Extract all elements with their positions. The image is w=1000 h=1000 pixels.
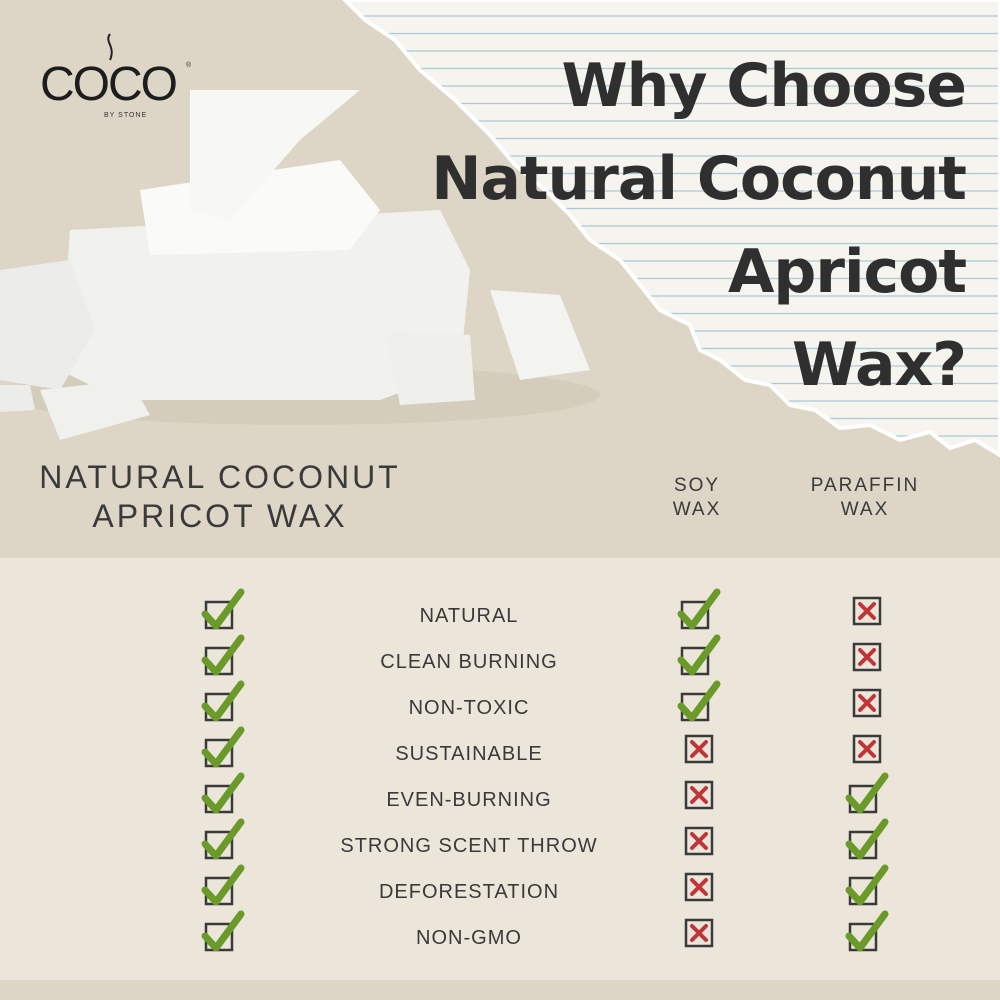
row-label: NATURAL [419, 605, 519, 627]
check-icon-coconut [197, 632, 247, 682]
title-line: Natural Coconut [431, 144, 967, 214]
title-line: Wax? [791, 330, 967, 400]
cross-icon-soy [673, 770, 723, 820]
coconut-wax-image [0, 90, 600, 440]
table-row: CLEAN BURNING [0, 634, 1000, 686]
table-row: EVEN-BURNING [0, 772, 1000, 824]
header-line: APRICOT WAX [92, 498, 348, 534]
comparison-table: NATURAL CLEAN BURNING NON-TOXIC SUSTAINABLE… [0, 558, 1000, 980]
smoke-icon [107, 33, 113, 61]
check-icon-coconut [197, 816, 247, 866]
check-icon-coconut [197, 908, 247, 958]
registered-mark: ® [186, 62, 192, 69]
footer-strip [0, 980, 1000, 1000]
lined-paper-background [342, 0, 1000, 458]
check-icon-paraffin [841, 862, 891, 912]
cross-icon-paraffin [841, 678, 891, 728]
column-header-soy: SOY WAX [627, 474, 767, 522]
check-icon-coconut [197, 770, 247, 820]
check-icon-coconut [197, 586, 247, 636]
header-line: PARAFFIN [810, 475, 920, 496]
header-line: NATURAL COCONUT [39, 459, 401, 495]
coco-logo: COCO ® BY STONE [40, 32, 200, 122]
cross-icon-soy [673, 816, 723, 866]
column-header-paraffin: PARAFFIN WAX [795, 474, 935, 522]
logo-subtitle: BY STONE [104, 112, 148, 119]
header-line: WAX [672, 499, 722, 520]
check-icon-soy [673, 586, 723, 636]
header-line: WAX [840, 499, 890, 520]
table-row: DEFORESTATION [0, 864, 1000, 916]
cross-icon-paraffin [841, 632, 891, 682]
title-line: Apricot [727, 237, 967, 307]
cross-icon-soy [673, 908, 723, 958]
check-icon-paraffin [841, 816, 891, 866]
check-icon-coconut [197, 678, 247, 728]
row-label: CLEAN BURNING [380, 651, 558, 673]
page-title: Why Choose Natural Coconut Apricot Wax? [431, 40, 967, 412]
cross-icon-soy [673, 862, 723, 912]
logo-text: COCO [40, 58, 178, 111]
cross-icon-soy [673, 724, 723, 774]
table-row: SUSTAINABLE [0, 726, 1000, 778]
header-line: SOY [673, 475, 721, 496]
check-icon-paraffin [841, 770, 891, 820]
column-header-coconut: NATURAL COCONUT APRICOT WAX [20, 458, 420, 536]
table-row: NON-TOXIC [0, 680, 1000, 732]
check-icon-soy [673, 632, 723, 682]
table-row: NATURAL [0, 588, 1000, 640]
check-icon-coconut [197, 862, 247, 912]
row-label: DEFORESTATION [378, 881, 560, 903]
row-label: SUSTAINABLE [395, 743, 543, 765]
row-label: NON-TOXIC [408, 697, 530, 719]
check-icon-paraffin [841, 908, 891, 958]
row-label: NON-GMO [416, 927, 522, 949]
title-line: Why Choose [561, 51, 967, 121]
cross-icon-paraffin [841, 724, 891, 774]
table-row: NON-GMO [0, 910, 1000, 962]
cross-icon-paraffin [841, 586, 891, 636]
check-icon-coconut [197, 724, 247, 774]
row-label: EVEN-BURNING [386, 789, 552, 811]
check-icon-soy [673, 678, 723, 728]
table-row: STRONG SCENT THROW [0, 818, 1000, 870]
row-label: STRONG SCENT THROW [340, 835, 598, 857]
